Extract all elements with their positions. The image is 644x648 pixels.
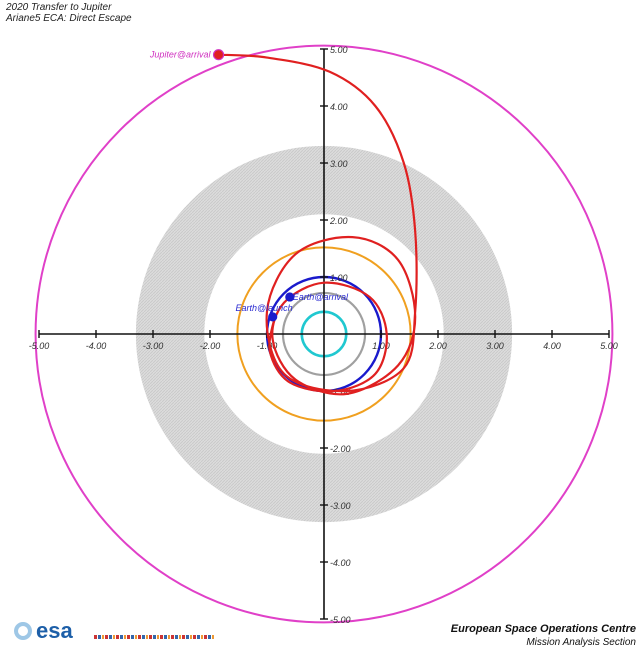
x-tick-label: 5.00 xyxy=(600,341,618,351)
jupiter-arrival-label: Jupiter@arrival xyxy=(149,50,212,60)
x-tick-label: -4.00 xyxy=(86,341,107,351)
y-tick-label: 5.00 xyxy=(330,45,348,55)
x-tick-label: -3.00 xyxy=(143,341,164,351)
x-tick-label: -2.00 xyxy=(200,341,221,351)
esa-logo-text: esa xyxy=(36,618,73,643)
earth-arrival-label: Earth@arrival xyxy=(293,292,349,302)
member-flags-icon xyxy=(94,635,214,639)
x-tick-label: 3.00 xyxy=(486,341,504,351)
chart-title: 2020 Transfer to Jupiter xyxy=(6,2,112,13)
x-tick-label: 2.00 xyxy=(428,341,447,351)
earth-launch-point xyxy=(268,312,278,322)
chart-subtitle: Ariane5 ECA: Direct Escape xyxy=(6,13,132,24)
section-name: Mission Analysis Section xyxy=(526,637,636,648)
esa-ring-icon xyxy=(14,622,32,640)
y-tick-label: -2.00 xyxy=(330,444,351,454)
x-tick-label: -1.00 xyxy=(257,341,278,351)
x-tick-label: 1.00 xyxy=(372,341,390,351)
x-tick-label: 4.00 xyxy=(543,341,561,351)
jupiter-arrival-point xyxy=(212,49,225,61)
y-tick-label: -5.00 xyxy=(330,615,351,625)
x-tick-label: -5.00 xyxy=(29,341,50,351)
transfer-trajectory xyxy=(218,53,418,396)
organization-name: European Space Operations Centre xyxy=(450,623,636,635)
y-tick-label: 1.00 xyxy=(330,273,348,283)
asteroid-belt xyxy=(135,145,513,523)
y-tick-label: 3.00 xyxy=(330,159,348,169)
earth-launch-label: Earth@launch xyxy=(236,303,293,313)
earth-arrival-point xyxy=(285,292,295,302)
y-tick-label: 4.00 xyxy=(330,102,348,112)
esa-logo: esa xyxy=(10,618,220,644)
y-tick-label: 2.00 xyxy=(329,216,348,226)
y-tick-label: -3.00 xyxy=(330,501,351,511)
jupiter-orbit xyxy=(34,44,614,624)
y-tick-label: -4.00 xyxy=(330,558,351,568)
